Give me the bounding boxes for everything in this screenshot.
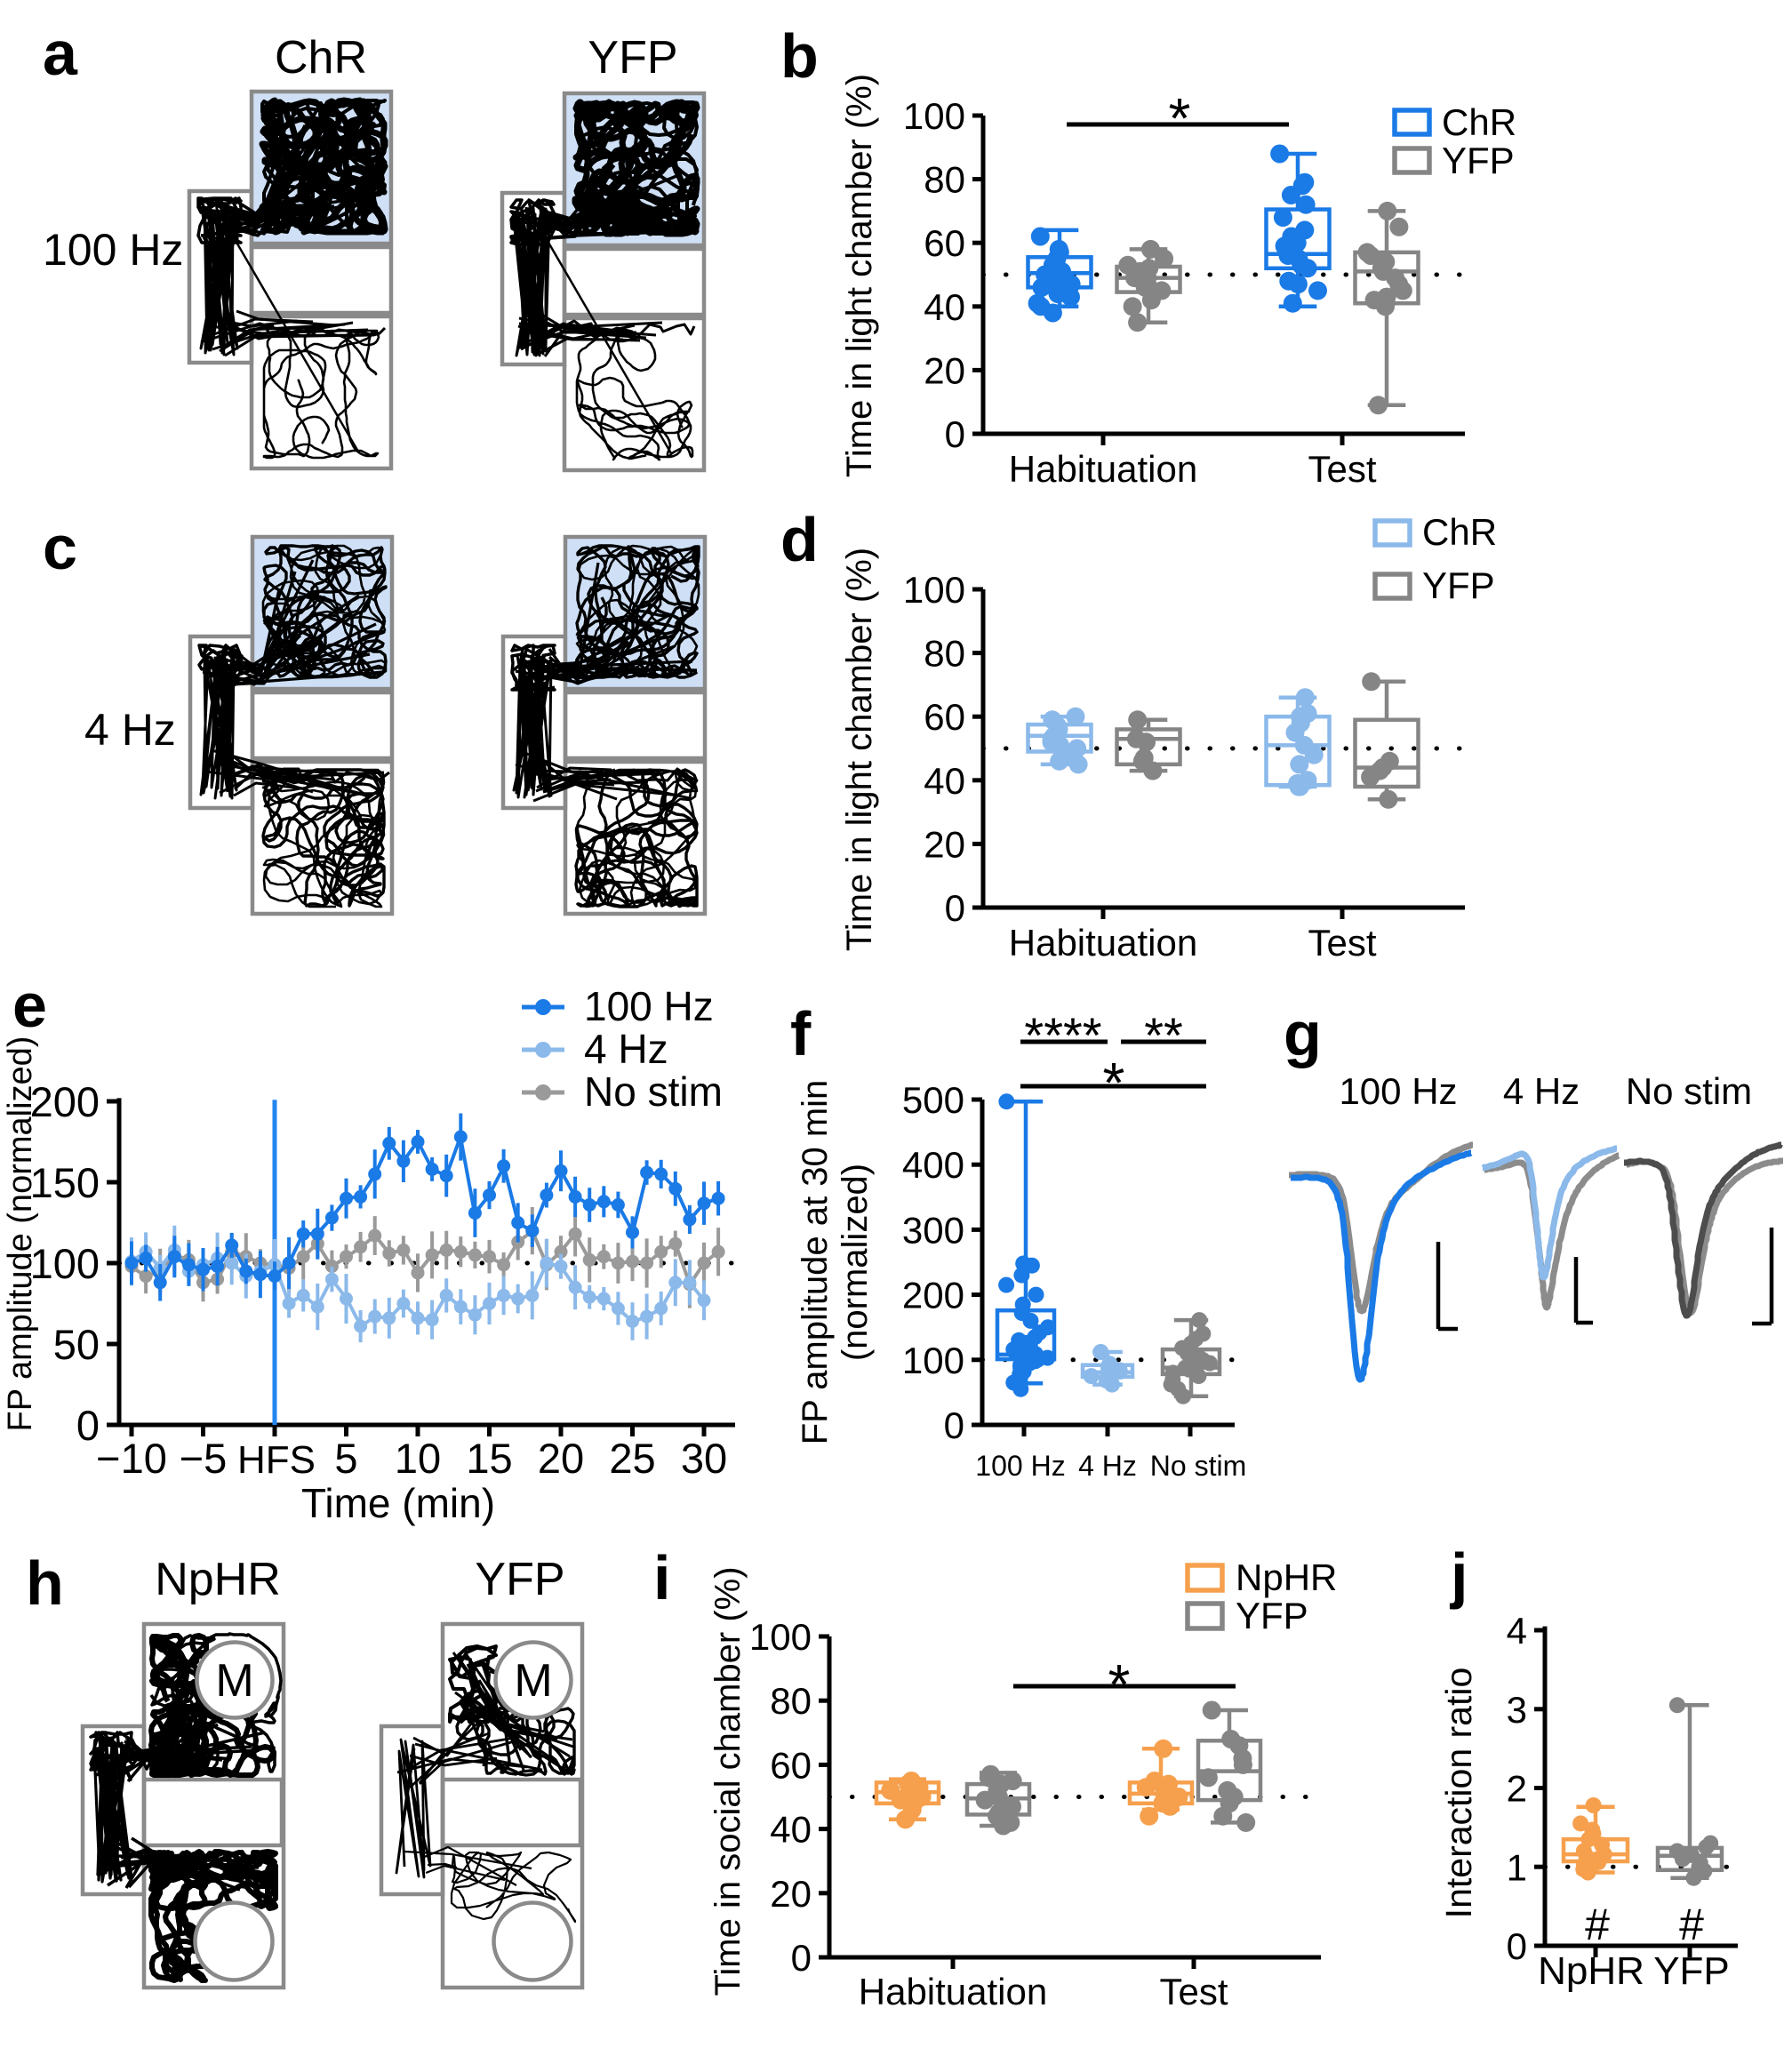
svg-text:#: # <box>1585 1900 1610 1949</box>
svg-text:100 Hz: 100 Hz <box>975 1450 1065 1482</box>
svg-text:100: 100 <box>903 95 965 137</box>
svg-text:300: 300 <box>902 1209 964 1251</box>
svg-text:50: 50 <box>53 1321 100 1368</box>
svg-text:3: 3 <box>1507 1689 1527 1731</box>
svg-text:M: M <box>215 1655 253 1707</box>
svg-text:200: 200 <box>30 1078 100 1125</box>
svg-text:60: 60 <box>770 1744 812 1786</box>
svg-text:HFS: HFS <box>237 1438 316 1482</box>
svg-text:g: g <box>1284 999 1322 1068</box>
svg-text:500: 500 <box>902 1079 964 1121</box>
svg-text:Habituation: Habituation <box>1009 922 1197 964</box>
svg-text:4: 4 <box>1507 1610 1527 1652</box>
svg-text:Test: Test <box>1159 1971 1228 2012</box>
svg-text:30: 30 <box>681 1435 727 1482</box>
svg-text:4 Hz: 4 Hz <box>1078 1450 1137 1482</box>
svg-text:M: M <box>514 1655 552 1707</box>
svg-text:Habituation: Habituation <box>859 1971 1047 2012</box>
svg-text:*: * <box>1169 86 1191 150</box>
svg-text:80: 80 <box>924 159 965 201</box>
svg-text:10: 10 <box>395 1435 441 1482</box>
svg-text:25: 25 <box>609 1435 655 1482</box>
svg-text:0: 0 <box>944 1404 964 1446</box>
svg-text:YFP: YFP <box>1653 1949 1730 1993</box>
svg-text:100 Hz: 100 Hz <box>584 983 714 1029</box>
svg-text:4 Hz: 4 Hz <box>84 705 176 755</box>
svg-text:ChR: ChR <box>275 32 367 84</box>
svg-text:#: # <box>1679 1900 1704 1949</box>
svg-text:d: d <box>780 505 819 574</box>
svg-text:Test: Test <box>1308 922 1376 964</box>
svg-text:100 Hz: 100 Hz <box>1339 1070 1457 1112</box>
svg-text:200: 200 <box>902 1275 964 1316</box>
svg-text:No stim: No stim <box>1626 1070 1752 1112</box>
svg-text:100: 100 <box>749 1616 812 1658</box>
svg-text:i: i <box>653 1543 670 1612</box>
svg-text:2: 2 <box>1507 1768 1527 1810</box>
svg-text:NpHR: NpHR <box>1236 1556 1337 1598</box>
svg-text:−5: −5 <box>180 1435 228 1482</box>
svg-text:FP amplitude (normalized): FP amplitude (normalized) <box>2 1036 39 1432</box>
svg-text:NpHR: NpHR <box>155 1554 281 1605</box>
svg-text:ChR: ChR <box>1422 511 1497 553</box>
svg-text:h: h <box>26 1548 64 1618</box>
svg-text:*: * <box>1103 1051 1125 1115</box>
svg-text:ChR: ChR <box>1442 101 1516 143</box>
svg-text:YFP: YFP <box>588 32 677 84</box>
svg-text:YFP: YFP <box>1442 140 1515 181</box>
svg-text:20: 20 <box>770 1873 812 1915</box>
svg-text:YFP: YFP <box>1422 564 1495 606</box>
svg-text:YFP: YFP <box>1236 1595 1308 1636</box>
svg-text:No stim: No stim <box>1150 1450 1246 1482</box>
svg-text:No stim: No stim <box>584 1068 723 1115</box>
svg-text:−10: −10 <box>96 1435 167 1482</box>
svg-text:40: 40 <box>770 1809 812 1851</box>
svg-text:40: 40 <box>924 760 965 802</box>
svg-text:Interaction ratio: Interaction ratio <box>1438 1668 1479 1919</box>
svg-text:a: a <box>43 19 78 88</box>
svg-text:20: 20 <box>538 1435 584 1482</box>
svg-text:60: 60 <box>924 696 965 738</box>
svg-text:(normalized): (normalized) <box>836 1164 875 1361</box>
svg-text:400: 400 <box>902 1144 964 1186</box>
svg-text:100: 100 <box>902 1340 964 1381</box>
svg-text:0: 0 <box>76 1402 100 1449</box>
svg-text:80: 80 <box>924 633 965 675</box>
svg-text:1: 1 <box>1507 1846 1527 1888</box>
svg-text:Time in social chamber (%): Time in social chamber (%) <box>708 1566 748 1996</box>
svg-text:100: 100 <box>903 569 965 611</box>
svg-text:0: 0 <box>945 413 965 455</box>
svg-text:Habituation: Habituation <box>1009 448 1197 490</box>
svg-text:0: 0 <box>791 1937 812 1979</box>
svg-text:20: 20 <box>924 349 965 391</box>
svg-text:100 Hz: 100 Hz <box>43 225 183 275</box>
svg-text:0: 0 <box>945 887 965 929</box>
svg-text:5: 5 <box>334 1435 357 1482</box>
svg-text:j: j <box>1449 1540 1468 1610</box>
svg-text:b: b <box>780 21 819 91</box>
svg-text:150: 150 <box>30 1159 100 1206</box>
svg-text:c: c <box>43 513 77 582</box>
svg-text:80: 80 <box>770 1680 812 1722</box>
svg-text:4 Hz: 4 Hz <box>1503 1070 1580 1112</box>
svg-text:Test: Test <box>1308 448 1376 490</box>
svg-text:40: 40 <box>924 286 965 328</box>
svg-text:*: * <box>1108 1652 1131 1716</box>
svg-text:60: 60 <box>924 222 965 264</box>
svg-text:Time (min): Time (min) <box>301 1480 495 1526</box>
svg-text:20: 20 <box>924 823 965 865</box>
svg-text:**: ** <box>1144 1007 1183 1063</box>
svg-text:Time in light chamber (%): Time in light chamber (%) <box>840 548 879 951</box>
svg-text:YFP: YFP <box>475 1554 564 1605</box>
svg-text:Time in light chamber (%): Time in light chamber (%) <box>840 74 879 477</box>
svg-text:****: **** <box>1024 1007 1101 1063</box>
svg-text:0: 0 <box>1507 1925 1527 1967</box>
svg-text:e: e <box>12 971 47 1040</box>
svg-text:100: 100 <box>30 1240 100 1287</box>
svg-text:4 Hz: 4 Hz <box>584 1026 668 1072</box>
svg-text:NpHR: NpHR <box>1538 1949 1644 1993</box>
svg-text:15: 15 <box>466 1435 512 1482</box>
svg-text:FP amplitude at 30 min: FP amplitude at 30 min <box>796 1080 835 1445</box>
svg-text:f: f <box>790 999 812 1068</box>
